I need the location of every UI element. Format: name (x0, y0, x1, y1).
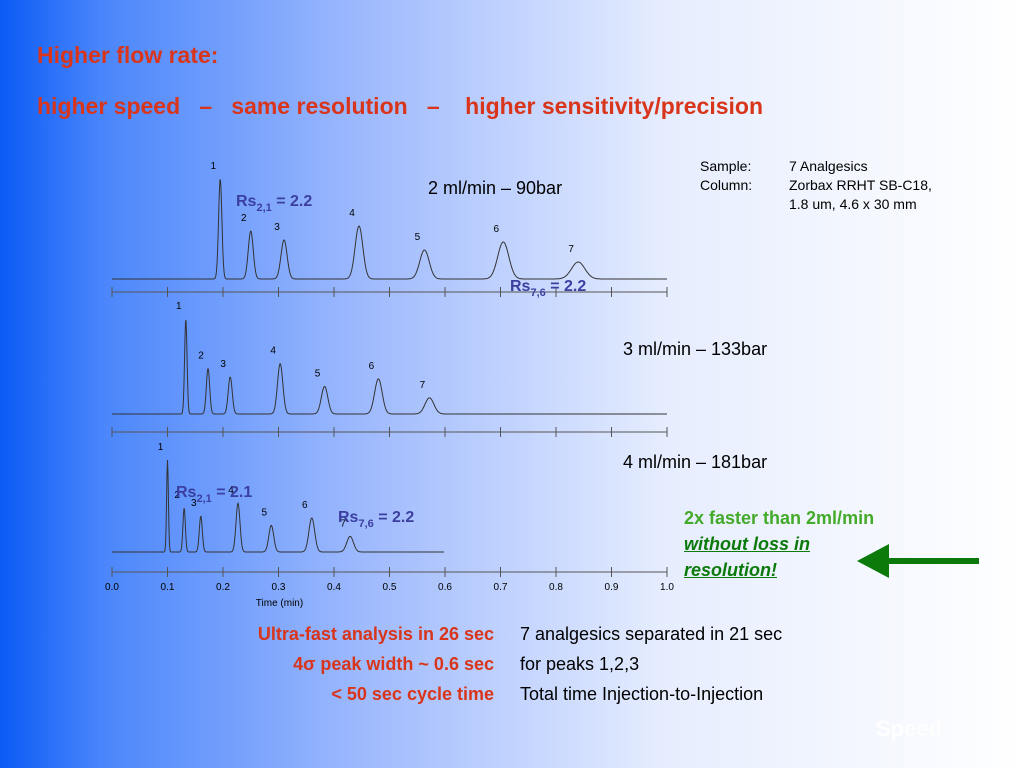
peak-label: 2 (174, 490, 180, 501)
peak-label: 7 (568, 244, 574, 255)
watermark: Speed (876, 716, 943, 741)
callout-line-3: resolution! (684, 560, 777, 580)
x-tick-label: 0.8 (549, 582, 563, 593)
peak-label: 6 (302, 500, 308, 511)
stats-highlights: Ultra-fast analysis in 26 sec 4σ peak wi… (258, 619, 494, 709)
slide-title: Higher flow rate: (37, 42, 219, 68)
x-tick-label: 0.0 (105, 582, 119, 593)
trace-line (112, 319, 667, 415)
peak-label: 5 (415, 232, 421, 243)
peak-label: 6 (493, 224, 499, 235)
peak-label: 1 (210, 161, 216, 172)
x-tick-label: 0.9 (605, 582, 619, 593)
peak-label: 7 (420, 380, 426, 391)
x-tick-label: 1.0 (660, 582, 674, 593)
peak-label: 3 (191, 498, 197, 509)
resolution-label: Rs7,6 = 2.2 (510, 278, 586, 299)
series-label-3ml: 3 ml/min – 133bar (623, 339, 768, 359)
callout-text: 2x faster than 2ml/min without loss in r… (684, 505, 874, 583)
peak-label: 4 (228, 485, 234, 496)
peak-label: 3 (220, 359, 226, 370)
peak-label: 3 (274, 222, 280, 233)
peak-label: 5 (315, 368, 321, 379)
x-tick-label: 0.1 (161, 582, 175, 593)
callout-line-1: 2x faster than 2ml/min (684, 508, 875, 528)
column-label: Column: (700, 177, 753, 193)
sample-value: 7 Analgesics (789, 158, 868, 174)
peak-label: 7 (340, 518, 346, 529)
x-tick-label: 0.3 (272, 582, 286, 593)
stat-detail-1: 7 analgesics separated in 21 sec (520, 624, 783, 644)
series-label-4ml: 4 ml/min – 181bar (623, 452, 768, 472)
sample-info: Sample: 7 Analgesics Column: Zorbax RRHT… (700, 157, 980, 217)
slide-subtitle: higher speed – same resolution – higher … (37, 93, 763, 119)
stat-detail-3: Total time Injection-to-Injection (520, 684, 764, 704)
resolution-label: Rs2,1 = 2.2 (236, 193, 312, 214)
peak-label: 6 (369, 361, 375, 372)
resolution-label: Rs2,1 = 2.1 (176, 484, 252, 505)
peak-label: 1 (176, 301, 182, 312)
x-tick-label: 0.2 (216, 582, 230, 593)
peak-label: 2 (241, 213, 247, 224)
resolution-label: Rs7,6 = 2.2 (338, 509, 414, 530)
stat-highlight-2: 4σ peak width ~ 0.6 sec (293, 654, 494, 674)
x-axis-title: Time (min) (256, 598, 303, 609)
x-tick-label: 0.4 (327, 582, 341, 593)
stat-detail-2: for peaks 1,2,3 (520, 654, 640, 674)
left-arrow-icon (857, 544, 979, 578)
sample-label: Sample: (700, 158, 752, 174)
column-value-2: 1.8 um, 4.6 x 30 mm (789, 196, 917, 212)
trace-line (112, 459, 444, 553)
peak-label: 4 (349, 208, 355, 219)
stats-details: 7 analgesics separated in 21 sec for pea… (520, 619, 782, 709)
callout-line-2: without loss in (684, 534, 810, 554)
stat-highlight-1: Ultra-fast analysis in 26 sec (257, 624, 494, 644)
trace-line (112, 178, 667, 280)
series-label-2ml: 2 ml/min – 90bar (428, 178, 563, 198)
column-value: Zorbax RRHT SB-C18, (789, 177, 932, 193)
peak-label: 1 (158, 442, 164, 453)
x-tick-label: 0.5 (383, 582, 397, 593)
peak-label: 4 (270, 346, 276, 357)
x-tick-label: 0.6 (438, 582, 452, 593)
peak-label: 5 (262, 507, 268, 518)
peak-label: 2 (198, 350, 204, 361)
stat-highlight-3: < 50 sec cycle time (331, 684, 494, 704)
x-tick-label: 0.7 (494, 582, 508, 593)
